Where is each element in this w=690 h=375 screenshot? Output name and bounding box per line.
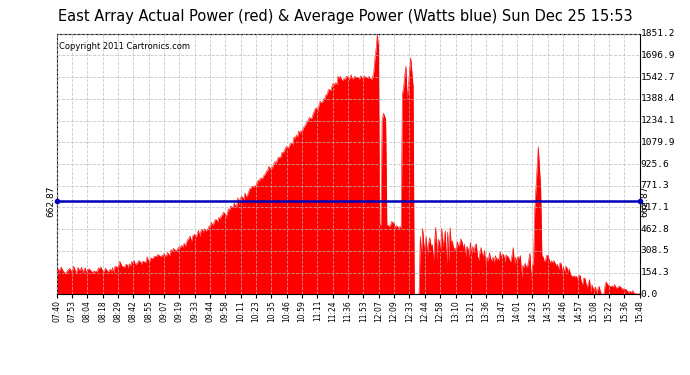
- Text: 0.0: 0.0: [641, 290, 658, 299]
- Text: 154.3: 154.3: [641, 268, 669, 277]
- Text: 617.1: 617.1: [641, 203, 669, 212]
- Text: 308.5: 308.5: [641, 246, 669, 255]
- Text: 771.3: 771.3: [641, 181, 669, 190]
- Text: 1542.7: 1542.7: [641, 73, 676, 82]
- Text: 662.87: 662.87: [641, 185, 650, 217]
- Text: 1696.9: 1696.9: [641, 51, 676, 60]
- Text: 1234.1: 1234.1: [641, 116, 676, 125]
- Text: 925.6: 925.6: [641, 160, 669, 169]
- Text: 662.87: 662.87: [46, 185, 55, 217]
- Text: 462.8: 462.8: [641, 225, 669, 234]
- Text: 1851.2: 1851.2: [641, 29, 676, 38]
- Text: East Array Actual Power (red) & Average Power (Watts blue) Sun Dec 25 15:53: East Array Actual Power (red) & Average …: [58, 9, 632, 24]
- Text: 1388.4: 1388.4: [641, 94, 676, 104]
- Text: 1079.9: 1079.9: [641, 138, 676, 147]
- Text: Copyright 2011 Cartronics.com: Copyright 2011 Cartronics.com: [59, 42, 190, 51]
